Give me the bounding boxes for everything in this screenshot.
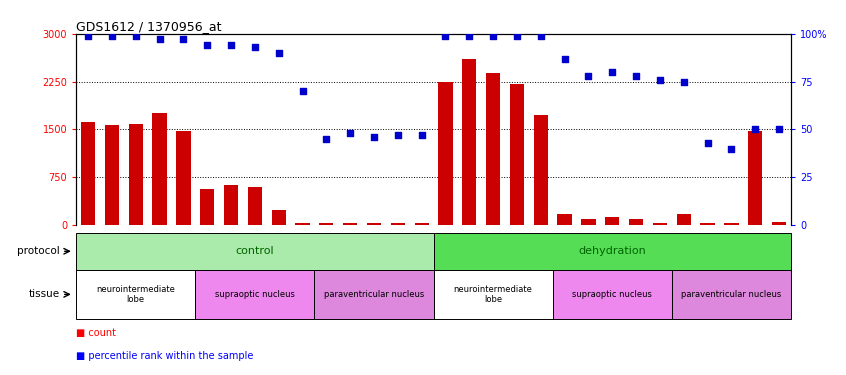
Bar xyxy=(295,223,310,225)
Point xyxy=(677,79,690,85)
Bar xyxy=(367,223,382,225)
Bar xyxy=(129,124,143,225)
Point xyxy=(296,88,310,94)
Bar xyxy=(76,232,433,270)
Bar xyxy=(224,186,239,225)
Text: ■ count: ■ count xyxy=(76,328,116,338)
Bar xyxy=(315,270,434,319)
Text: ■ percentile rank within the sample: ■ percentile rank within the sample xyxy=(76,351,254,361)
Text: supraoptic nucleus: supraoptic nucleus xyxy=(215,290,294,299)
Text: tissue: tissue xyxy=(28,290,59,299)
Point xyxy=(558,56,571,62)
Bar xyxy=(772,222,786,225)
Bar xyxy=(248,188,262,225)
Point xyxy=(486,33,500,39)
Bar xyxy=(486,73,500,225)
Point xyxy=(463,33,476,39)
Point xyxy=(320,136,333,142)
Bar xyxy=(105,125,119,225)
Bar xyxy=(152,114,167,225)
Bar xyxy=(672,270,791,319)
Point xyxy=(224,42,238,48)
Text: control: control xyxy=(235,246,274,256)
Point xyxy=(606,69,619,75)
Bar xyxy=(629,219,643,225)
Text: dehydration: dehydration xyxy=(579,246,646,256)
Bar xyxy=(391,223,405,225)
Bar xyxy=(748,130,762,225)
Bar xyxy=(434,270,552,319)
Text: neurointermediate
lobe: neurointermediate lobe xyxy=(96,285,175,304)
Point xyxy=(343,130,357,136)
Bar xyxy=(558,214,572,225)
Point xyxy=(391,132,404,138)
Text: supraoptic nucleus: supraoptic nucleus xyxy=(573,290,652,299)
Bar xyxy=(434,232,791,270)
Bar xyxy=(76,270,195,319)
Point xyxy=(81,33,95,39)
Text: protocol: protocol xyxy=(17,246,59,256)
Bar xyxy=(534,115,548,225)
Text: paraventricular nucleus: paraventricular nucleus xyxy=(324,290,424,299)
Point xyxy=(367,134,381,140)
Text: paraventricular nucleus: paraventricular nucleus xyxy=(681,290,782,299)
Bar xyxy=(462,59,476,225)
Bar xyxy=(200,189,214,225)
Point xyxy=(534,33,547,39)
Bar xyxy=(272,210,286,225)
Point xyxy=(629,73,643,79)
Bar xyxy=(319,223,333,225)
Text: GDS1612 / 1370956_at: GDS1612 / 1370956_at xyxy=(76,20,222,33)
Bar xyxy=(700,223,715,225)
Bar xyxy=(343,223,357,225)
Text: neurointermediate
lobe: neurointermediate lobe xyxy=(453,285,533,304)
Point xyxy=(700,140,714,146)
Point xyxy=(153,36,167,42)
Bar xyxy=(81,122,96,225)
Point xyxy=(105,33,118,39)
Point xyxy=(415,132,428,138)
Point xyxy=(177,36,190,42)
Bar xyxy=(176,130,190,225)
Bar xyxy=(195,270,315,319)
Bar xyxy=(605,217,619,225)
Bar xyxy=(552,270,672,319)
Bar xyxy=(581,219,596,225)
Bar xyxy=(724,223,739,225)
Bar xyxy=(510,84,525,225)
Point xyxy=(129,33,142,39)
Point xyxy=(725,146,739,152)
Point xyxy=(272,50,285,56)
Point xyxy=(749,126,762,132)
Point xyxy=(653,76,667,82)
Point xyxy=(201,42,214,48)
Point xyxy=(582,73,596,79)
Bar xyxy=(677,214,691,225)
Bar xyxy=(653,223,667,225)
Point xyxy=(439,33,453,39)
Point xyxy=(248,44,261,50)
Point xyxy=(510,33,524,39)
Bar xyxy=(438,82,453,225)
Point xyxy=(772,126,786,132)
Bar xyxy=(415,223,429,225)
